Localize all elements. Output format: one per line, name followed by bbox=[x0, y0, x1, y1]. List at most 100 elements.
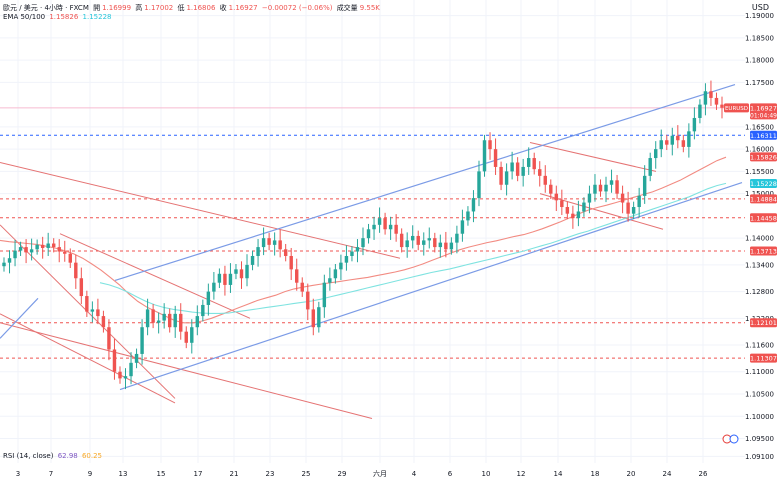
symbol-badge-label: EURUSD bbox=[725, 106, 748, 112]
candle-body bbox=[151, 309, 155, 323]
rsi-value-1: 62.98 bbox=[57, 452, 78, 460]
trend-line bbox=[59, 233, 251, 319]
rsi-icon[interactable] bbox=[722, 434, 739, 444]
candle-body bbox=[295, 269, 299, 283]
y-tick-label: 1.11600 bbox=[745, 342, 774, 350]
candle-body bbox=[217, 273, 222, 283]
y-tick-label: 1.11000 bbox=[745, 368, 774, 376]
x-tick-label: 4 bbox=[412, 470, 417, 478]
open-label: 開 bbox=[93, 4, 101, 12]
candle-body bbox=[455, 233, 459, 243]
candle-body bbox=[598, 184, 603, 192]
candle-body bbox=[250, 255, 255, 265]
candle-body bbox=[433, 238, 437, 248]
candle-body bbox=[68, 253, 72, 263]
price-badge bbox=[750, 194, 777, 204]
candle-body bbox=[394, 224, 398, 234]
candle-body bbox=[90, 309, 95, 312]
candle-body bbox=[654, 149, 658, 159]
candle-body bbox=[543, 175, 547, 185]
x-tick-label: 7 bbox=[49, 470, 53, 478]
candle-body bbox=[79, 278, 84, 297]
y-tick-label: 1.17500 bbox=[745, 79, 774, 87]
price-badge-value: 1.15228 bbox=[750, 180, 777, 188]
candle-body bbox=[471, 198, 476, 212]
y-tick-label: 1.13400 bbox=[745, 261, 774, 269]
price-badge-value: 1.13713 bbox=[750, 247, 777, 255]
y-tick-label: 1.12800 bbox=[745, 288, 774, 296]
candle-body bbox=[223, 273, 227, 285]
candle-body bbox=[416, 235, 420, 245]
x-tick-label: 21 bbox=[230, 470, 239, 478]
candle-body bbox=[118, 371, 122, 379]
candle-body bbox=[74, 262, 78, 279]
candle-body bbox=[283, 249, 288, 256]
candle-body bbox=[565, 207, 570, 214]
currency-label[interactable]: USD bbox=[751, 3, 769, 12]
price-badge bbox=[750, 152, 777, 162]
candle-body bbox=[107, 327, 111, 350]
candle-body bbox=[167, 313, 172, 328]
candle-body bbox=[40, 244, 45, 248]
candle-body bbox=[24, 247, 28, 253]
candle-body bbox=[239, 269, 244, 279]
price-channel[interactable] bbox=[0, 84, 743, 391]
candle-body bbox=[29, 249, 34, 253]
candle-body bbox=[504, 171, 509, 185]
y-tick-label: 1.18000 bbox=[745, 57, 774, 65]
price-badge bbox=[750, 130, 777, 140]
y-tick-label: 1.15500 bbox=[745, 168, 774, 176]
candle-body bbox=[333, 269, 338, 279]
ema100-value: 1.15228 bbox=[82, 13, 112, 21]
candle-body bbox=[101, 316, 106, 328]
high-label: 高 bbox=[135, 4, 143, 12]
candle-body bbox=[620, 193, 625, 203]
y-tick-label: 1.18500 bbox=[745, 34, 774, 42]
volume-label: 成交量 bbox=[336, 4, 358, 12]
candle-body bbox=[676, 135, 680, 141]
candle-body bbox=[13, 250, 17, 259]
candle-body bbox=[703, 91, 708, 105]
candle-body bbox=[372, 224, 376, 230]
candle-body bbox=[46, 243, 50, 248]
candle-body bbox=[499, 166, 503, 185]
candle-body bbox=[549, 184, 553, 194]
ema50-value: 1.15826 bbox=[49, 13, 79, 21]
price-badge-value: 1.15826 bbox=[750, 153, 777, 161]
candle-body bbox=[311, 309, 316, 328]
x-tick-label: 24 bbox=[663, 470, 672, 478]
candle-body bbox=[510, 162, 514, 172]
x-tick-label: 18 bbox=[591, 470, 600, 478]
candle-body bbox=[350, 251, 354, 256]
candle-body bbox=[96, 309, 100, 317]
candle-body bbox=[692, 117, 697, 132]
open-value: 1.16999 bbox=[102, 4, 132, 12]
x-tick-label: 20 bbox=[627, 470, 636, 478]
candle-body bbox=[582, 202, 586, 212]
candle-body bbox=[422, 240, 426, 245]
candle-body bbox=[267, 238, 271, 245]
candle-body bbox=[515, 162, 520, 176]
x-tick-label: 25 bbox=[302, 470, 311, 478]
candle-body bbox=[261, 238, 266, 248]
price-badge-value: 1.14458 bbox=[750, 214, 777, 222]
change-value: −0.00072 (−0.06%) bbox=[261, 4, 333, 12]
candle-body bbox=[300, 282, 304, 292]
candle-body bbox=[212, 282, 216, 292]
trend-line bbox=[0, 162, 401, 259]
candle-body bbox=[604, 184, 608, 192]
candle-body bbox=[593, 184, 597, 194]
channel-lower-line bbox=[119, 181, 743, 391]
y-tick-label: 1.16000 bbox=[745, 146, 774, 154]
candle-body bbox=[560, 200, 564, 208]
candle-body bbox=[466, 211, 470, 221]
candle-body bbox=[322, 282, 327, 308]
grid bbox=[0, 0, 745, 463]
price-badge bbox=[750, 353, 777, 363]
price-badge bbox=[750, 213, 777, 223]
candle-body bbox=[129, 362, 133, 377]
candle-body bbox=[576, 211, 581, 219]
x-tick-label: 9 bbox=[88, 470, 92, 478]
